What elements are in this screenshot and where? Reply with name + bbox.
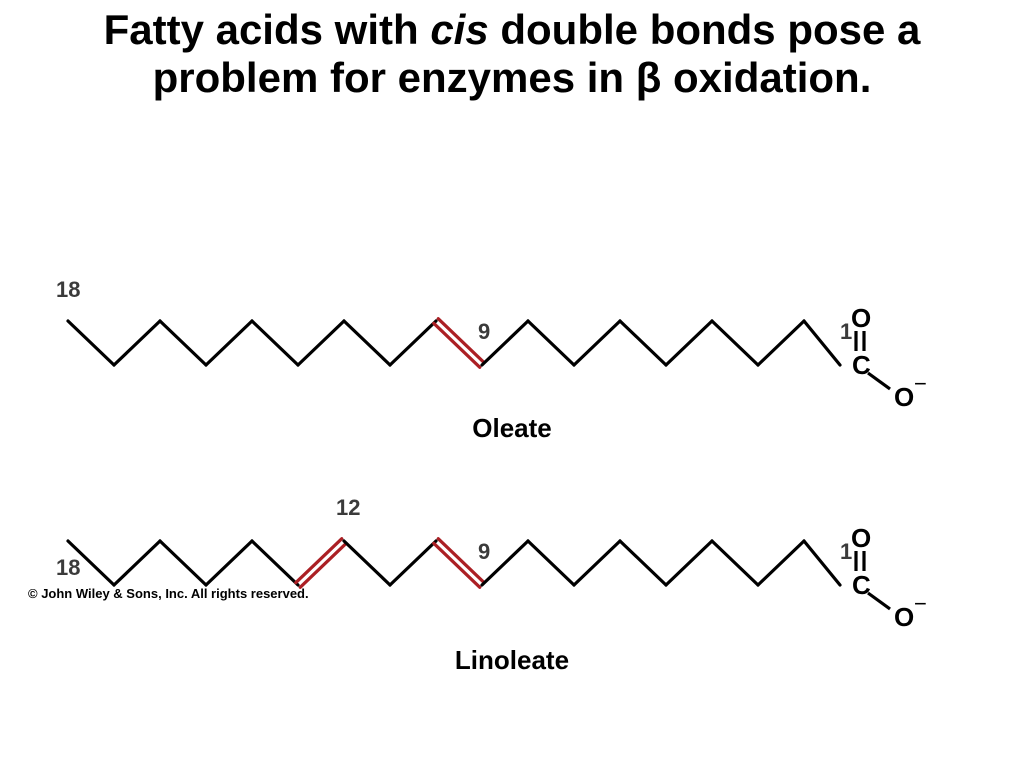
molecule-oleate: COO−1891	[0, 253, 1024, 433]
svg-text:C: C	[852, 570, 871, 600]
copyright-text: © John Wiley & Sons, Inc. All rights res…	[28, 586, 309, 601]
molecule-linoleate: COO−181291	[0, 473, 1024, 653]
svg-text:O: O	[894, 602, 914, 632]
carbon-label-9: 9	[478, 539, 490, 564]
carbon-label-9: 9	[478, 319, 490, 344]
svg-text:C: C	[852, 350, 871, 380]
carbon-label-12: 12	[336, 495, 360, 520]
svg-text:O: O	[851, 523, 871, 553]
svg-text:O: O	[894, 382, 914, 412]
molecule-name-oleate: Oleate	[0, 413, 1024, 444]
carbon-label-1: 1	[840, 539, 852, 564]
title-italic: cis	[430, 6, 488, 53]
molecule-name-linoleate: Linoleate	[0, 645, 1024, 676]
carbon-label-1: 1	[840, 319, 852, 344]
page-title: Fatty acids with cis double bonds pose a…	[0, 0, 1024, 103]
svg-text:O: O	[851, 303, 871, 333]
carbon-label-18: 18	[56, 555, 80, 580]
title-prefix: Fatty acids with	[104, 6, 431, 53]
svg-text:−: −	[914, 371, 927, 396]
svg-text:−: −	[914, 591, 927, 616]
carbon-label-18: 18	[56, 277, 80, 302]
